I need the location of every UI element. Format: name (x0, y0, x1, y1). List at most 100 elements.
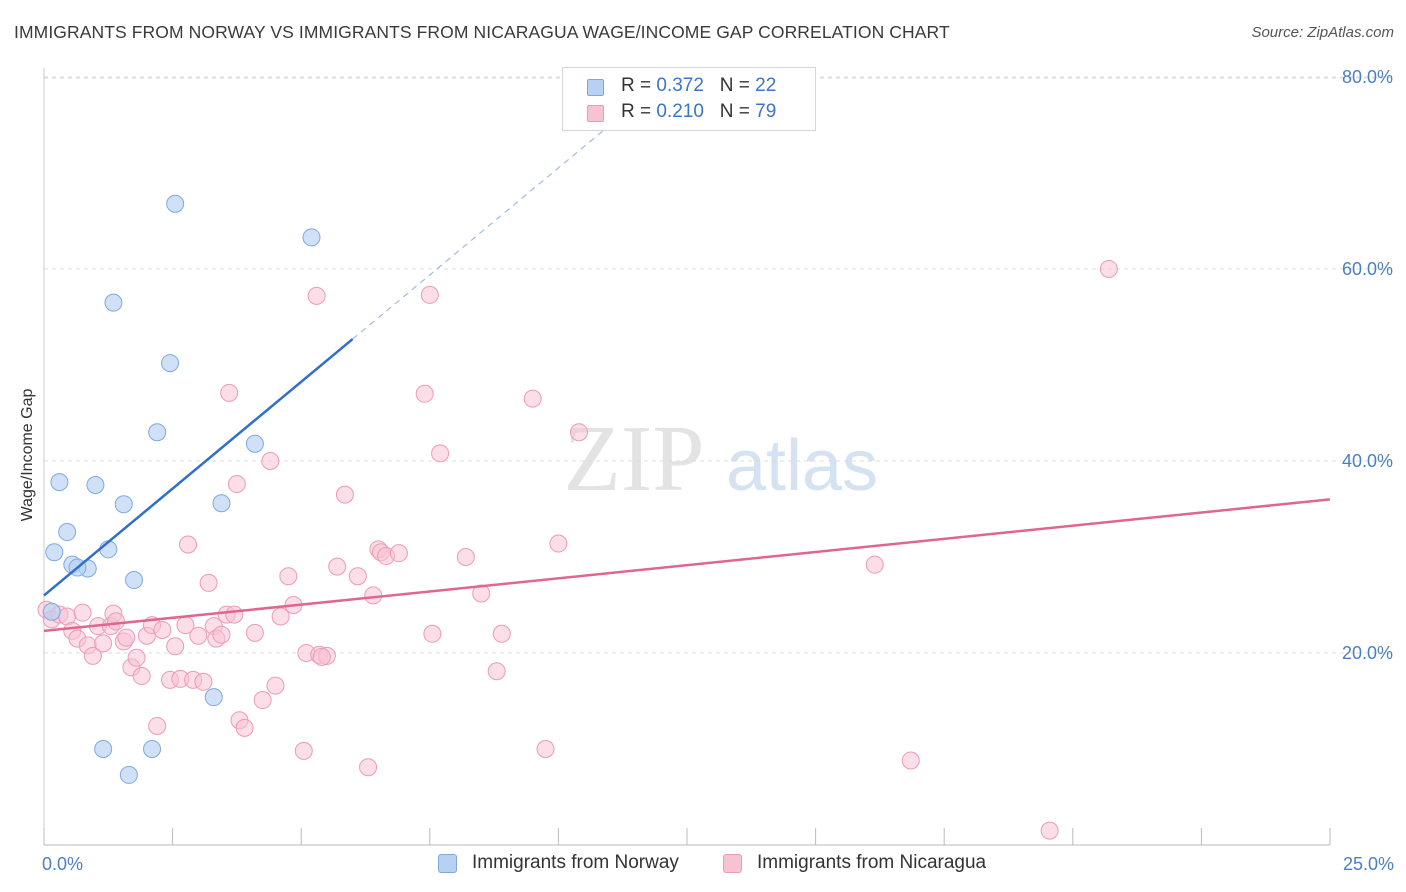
watermark-atlas: atlas (726, 426, 878, 506)
nicaragua-point (536, 740, 555, 758)
legend-text-norway: R = 0.372 N = 22 (621, 75, 776, 97)
nicaragua-point (271, 607, 290, 626)
nicaragua-point (335, 485, 354, 504)
nicaragua-trend-line (43, 498, 1331, 633)
nicaragua-point (359, 758, 378, 777)
legend-r-value: 0.372 (656, 75, 704, 96)
nicaragua-point (865, 555, 884, 574)
nicaragua-point (1099, 260, 1118, 278)
chart-title: IMMIGRANTS FROM NORWAY VS IMMIGRANTS FRO… (14, 22, 950, 42)
nicaragua-point (194, 672, 213, 691)
norway-point (45, 543, 64, 562)
legend-r-label: R = (621, 75, 657, 96)
series-legend-label-norway: Immigrants from Norway (472, 852, 679, 873)
nicaragua-point (220, 383, 239, 402)
nicaragua-point (492, 624, 511, 643)
nicaragua-point (212, 625, 231, 644)
nicaragua-point (253, 691, 272, 710)
norway-points (42, 194, 321, 784)
nicaragua-point (227, 475, 246, 494)
nicaragua-point (199, 573, 218, 592)
gridlines (44, 76, 1392, 654)
nicaragua-point (1040, 821, 1059, 840)
nicaragua-point (456, 548, 475, 566)
legend-r-label: R = (621, 101, 657, 122)
nicaragua-point (415, 384, 434, 403)
nicaragua-point (431, 444, 450, 463)
chart-source: Source: ZipAtlas.com (1251, 24, 1394, 41)
nicaragua-point (94, 634, 113, 653)
nicaragua-point (307, 286, 326, 305)
stats-legend: R = 0.372 N = 22 R = 0.210 N = 79 (562, 67, 816, 131)
norway-point (148, 423, 167, 442)
legend-swatch-norway (587, 79, 604, 96)
legend-n-value: 79 (755, 101, 777, 122)
x-tick-label: 25.0% (1343, 854, 1394, 874)
norway-point (161, 354, 180, 373)
y-tick-label: 80.0% (1342, 67, 1393, 87)
y-tick-label: 60.0% (1342, 259, 1393, 279)
series-legend-label-nicaragua: Immigrants from Nicaragua (757, 852, 987, 873)
norway-point (94, 740, 113, 758)
x-tick-label: 0.0% (42, 854, 83, 874)
legend-text-nicaragua: R = 0.210 N = 79 (621, 101, 776, 123)
norway-point (86, 476, 105, 494)
nicaragua-point (127, 648, 146, 667)
norway-point (166, 194, 185, 213)
y-tick-label: 40.0% (1342, 451, 1393, 471)
nicaragua-point (132, 667, 151, 686)
nicaragua-point (348, 567, 367, 586)
norway-point (104, 293, 123, 312)
nicaragua-point (328, 557, 347, 576)
nicaragua-point (294, 741, 313, 760)
nicaragua-point (261, 452, 280, 470)
nicaragua-point (389, 544, 408, 563)
nicaragua-point (279, 567, 298, 586)
nicaragua-point (148, 716, 167, 735)
nicaragua-point (235, 718, 254, 737)
nicaragua-point (73, 603, 92, 622)
norway-point (125, 571, 144, 590)
watermark: ZIP atlas (564, 407, 879, 511)
norway-point (58, 523, 77, 542)
nicaragua-point (312, 647, 331, 666)
nicaragua-point (420, 285, 439, 304)
watermark-zip: ZIP (564, 407, 705, 511)
norway-point (204, 688, 223, 707)
norway-point (119, 765, 138, 784)
nicaragua-point (179, 535, 198, 554)
tick-labels: 20.0% 40.0% 60.0% 80.0% 0.0% 25.0% (42, 67, 1394, 874)
norway-point (302, 228, 321, 247)
series-legend-swatch-nicaragua (723, 854, 742, 873)
nicaragua-point (245, 623, 264, 642)
series-legend-swatch-norway (438, 854, 457, 873)
nicaragua-point (166, 637, 185, 656)
nicaragua-point (83, 646, 102, 665)
nicaragua-point (523, 389, 542, 408)
nicaragua-point (266, 676, 285, 695)
legend-n-label: N = (719, 101, 756, 122)
norway-point (212, 494, 231, 513)
nicaragua-point (549, 534, 568, 553)
series-legend: Immigrants from Norway Immigrants from N… (0, 852, 1406, 878)
nicaragua-point (423, 624, 442, 643)
nicaragua-point (225, 605, 244, 624)
norway-point (143, 740, 162, 758)
nicaragua-point (569, 423, 588, 442)
axes (43, 68, 1331, 846)
nicaragua-point (153, 620, 172, 639)
norway-trend-line (43, 338, 354, 597)
legend-r-value: 0.210 (656, 101, 704, 122)
norway-point (114, 495, 133, 514)
legend-n-label: N = (719, 75, 756, 96)
nicaragua-point (117, 628, 136, 647)
trend-lines (43, 86, 1331, 633)
nicaragua-point (107, 612, 126, 631)
legend-n-value: 22 (755, 75, 777, 96)
legend-swatch-nicaragua (587, 105, 604, 122)
nicaragua-point (189, 626, 208, 645)
y-tick-label: 20.0% (1342, 643, 1393, 663)
nicaragua-point (487, 662, 506, 681)
nicaragua-points (37, 260, 1118, 840)
